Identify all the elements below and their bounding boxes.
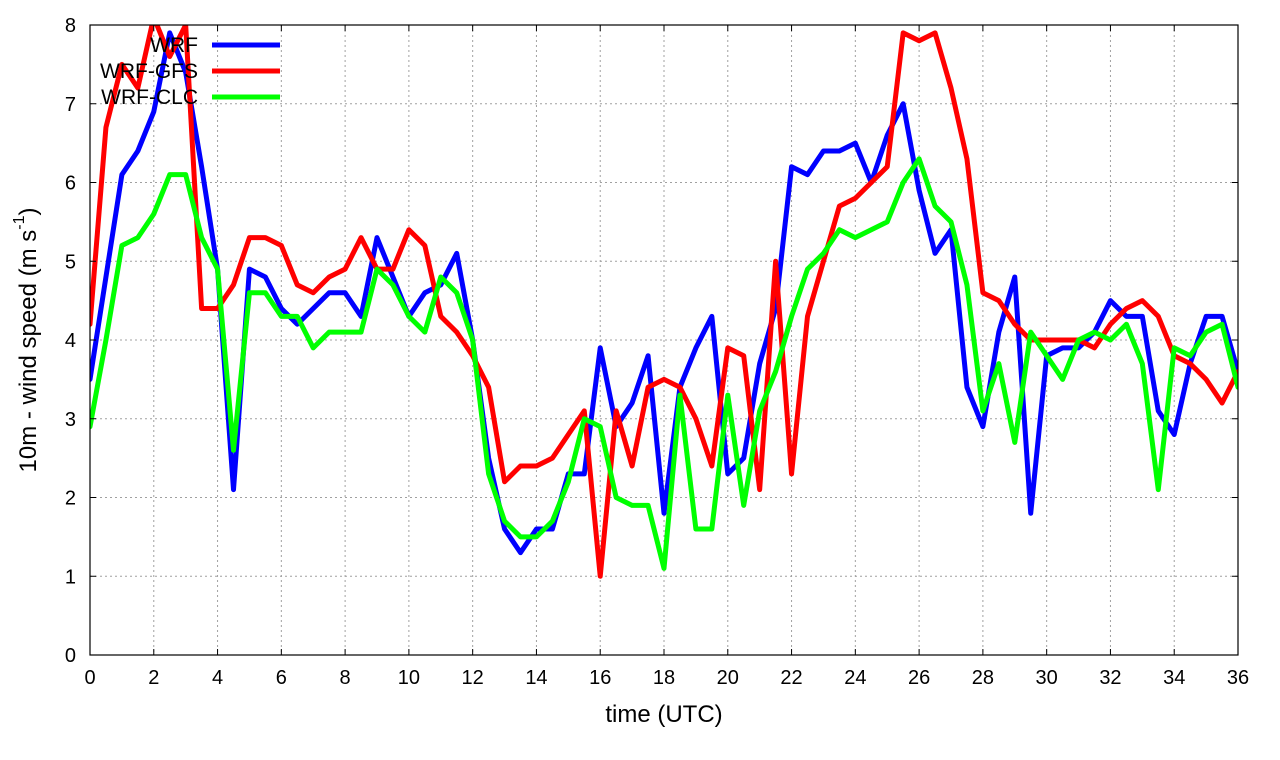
x-tick-label: 14	[525, 667, 547, 689]
grid-lines	[90, 25, 1238, 655]
y-tick-label: 1	[65, 566, 76, 588]
x-tick-label: 0	[84, 667, 95, 689]
x-tick-label: 28	[972, 667, 994, 689]
y-tick-label: 5	[65, 251, 76, 273]
x-tick-label: 30	[1036, 667, 1058, 689]
x-tick-label: 2	[148, 667, 159, 689]
series-lines	[90, 25, 1238, 579]
axis-ticks: 0 2 4 6 8 10 12 14 16 18 20 22 24 26 28 30 32 34 360123456…	[65, 15, 1249, 689]
y-axis-title-superscript: -1	[11, 215, 28, 229]
y-tick-label: 0	[65, 645, 76, 667]
x-tick-label: 12	[462, 667, 484, 689]
legend-label-wrf: WRF	[150, 34, 198, 57]
y-tick-label: 2	[65, 488, 76, 510]
x-tick-label: 6	[276, 667, 287, 689]
y-axis-title-end: )	[15, 208, 42, 216]
legend-label-wrf-gfs: WRF-GFS	[100, 60, 198, 83]
series-line-wrf-clc	[90, 156, 1238, 571]
x-axis-title: time (UTC)	[605, 701, 722, 728]
y-tick-label: 8	[65, 15, 76, 37]
x-tick-label: 18	[653, 667, 675, 689]
x-tick-label: 10	[398, 667, 420, 689]
legend: WRF WRF-GFS WRF-CLC	[100, 34, 280, 109]
legend-label-wrf-clc: WRF-CLC	[101, 86, 198, 109]
x-tick-label: 16	[589, 667, 611, 689]
y-tick-label: 3	[65, 409, 76, 431]
y-axis-title-main: 10m - wind speed (m s	[15, 230, 42, 473]
x-tick-label: 32	[1099, 667, 1121, 689]
x-tick-label: 34	[1163, 667, 1185, 689]
series-line-wrf-gfs	[90, 25, 1238, 579]
x-tick-label: 20	[717, 667, 739, 689]
x-tick-label: 8	[340, 667, 351, 689]
x-tick-label: 22	[780, 667, 802, 689]
y-tick-label: 6	[65, 173, 76, 195]
x-tick-label: 24	[844, 667, 866, 689]
x-tick-label: 26	[908, 667, 930, 689]
y-axis-title: 10m - wind speed (m s-1)	[11, 208, 42, 473]
y-tick-label: 4	[65, 330, 76, 352]
y-tick-label: 7	[65, 94, 76, 116]
x-tick-label: 36	[1227, 667, 1249, 689]
x-tick-label: 4	[212, 667, 223, 689]
